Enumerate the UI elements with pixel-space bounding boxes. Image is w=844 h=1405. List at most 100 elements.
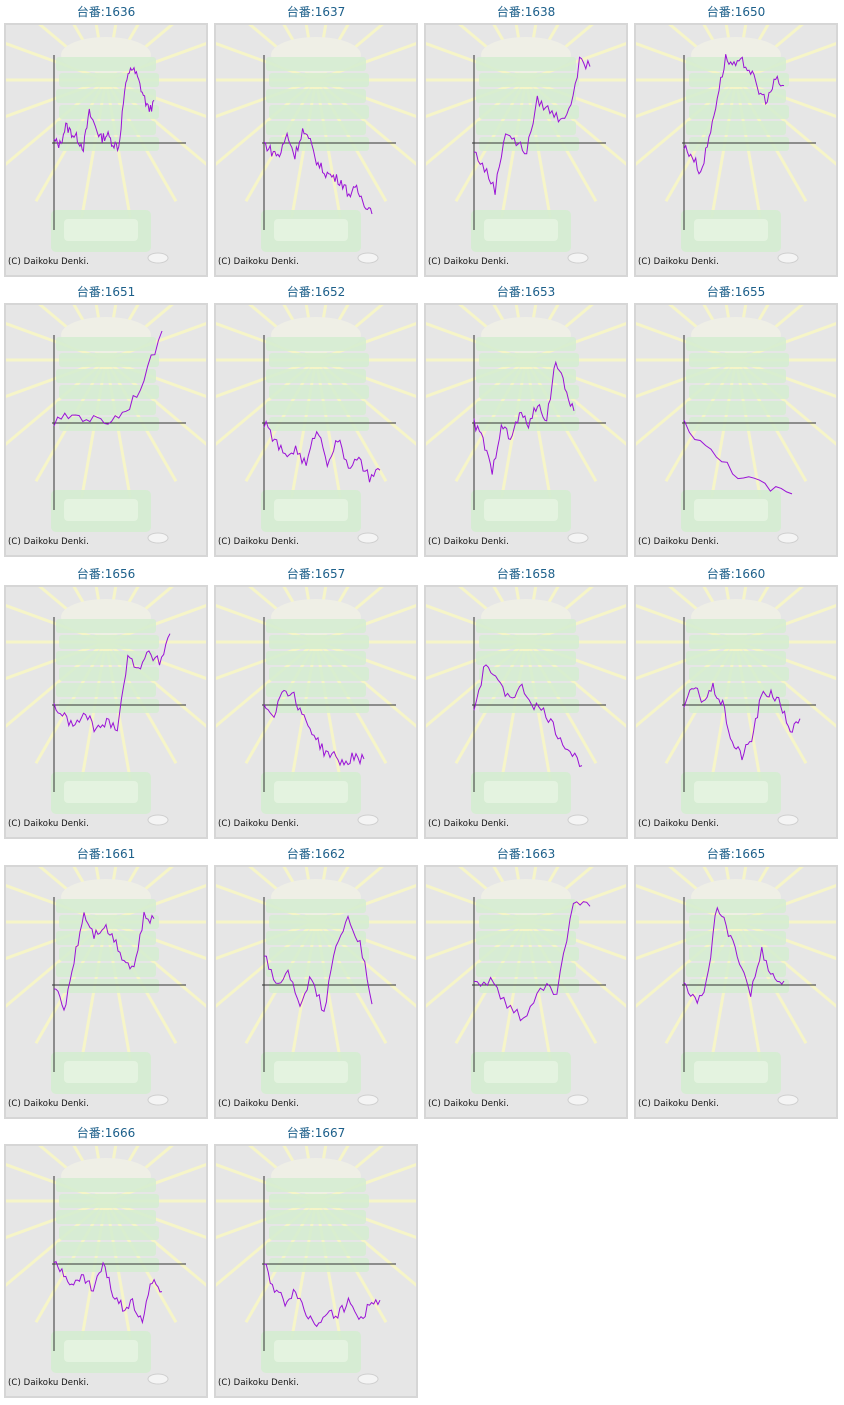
copyright-text: (C) Daikoku Denki. — [218, 1378, 299, 1388]
slump-line — [263, 128, 373, 215]
slump-line — [53, 66, 155, 153]
slump-graph-svg — [636, 587, 836, 826]
slump-graph[interactable]: (C) Daikoku Denki. — [4, 585, 208, 839]
slump-graph-svg — [6, 25, 206, 264]
machine-number-link[interactable]: 台番:1661 — [76, 847, 136, 861]
machine-graph-card: 台番:1666 (C) Daikoku Denki. — [4, 1125, 208, 1399]
copyright-text: (C) Daikoku Denki. — [218, 819, 299, 829]
machine-graph-card: 台番:1656 (C) Daikoku Denki. — [4, 566, 208, 840]
machine-number-link[interactable]: 台番:1662 — [286, 847, 346, 861]
slump-graph-svg — [6, 1146, 206, 1385]
copyright-text: (C) Daikoku Denki. — [218, 257, 299, 267]
slump-graph-svg — [6, 305, 206, 544]
slump-line — [263, 1263, 381, 1328]
slump-graph-svg — [6, 587, 206, 826]
machine-graph-card: 台番:1662 (C) Daikoku Denki. — [214, 846, 418, 1120]
machine-number-link[interactable]: 台番:1660 — [706, 567, 766, 581]
slump-graph[interactable]: (C) Daikoku Denki. — [424, 303, 628, 557]
machine-graph-card: 台番:1667 (C) Daikoku Denki. — [214, 1125, 418, 1399]
slump-graph[interactable]: (C) Daikoku Denki. — [214, 1144, 418, 1398]
slump-line — [53, 1260, 163, 1325]
slump-line — [263, 419, 381, 483]
copyright-text: (C) Daikoku Denki. — [8, 819, 89, 829]
slump-graph[interactable]: (C) Daikoku Denki. — [634, 585, 838, 839]
machine-number-link[interactable]: 台番:1636 — [76, 5, 136, 19]
machine-number-link[interactable]: 台番:1651 — [76, 285, 136, 299]
machine-number-link[interactable]: 台番:1658 — [496, 567, 556, 581]
machine-graph-card: 台番:1653 (C) Daikoku Denki. — [424, 284, 628, 558]
machine-number-link[interactable]: 台番:1650 — [706, 5, 766, 19]
machine-graph-card: 台番:1637 (C) Daikoku Denki. — [214, 4, 418, 278]
slump-graph-svg — [426, 305, 626, 544]
machine-number-link[interactable]: 台番:1655 — [706, 285, 766, 299]
copyright-text: (C) Daikoku Denki. — [8, 257, 89, 267]
slump-line — [53, 633, 171, 734]
machine-number-link[interactable]: 台番:1665 — [706, 847, 766, 861]
machine-number-link[interactable]: 台番:1652 — [286, 285, 346, 299]
slump-line — [53, 911, 155, 1012]
machine-graph-card: 台番:1661 (C) Daikoku Denki. — [4, 846, 208, 1120]
slump-graph-svg — [216, 305, 416, 544]
machine-graph-card: 台番:1663 (C) Daikoku Denki. — [424, 846, 628, 1120]
machine-number-link[interactable]: 台番:1656 — [76, 567, 136, 581]
slump-graph[interactable]: (C) Daikoku Denki. — [4, 1144, 208, 1398]
machine-number-link[interactable]: 台番:1653 — [496, 285, 556, 299]
slump-line — [473, 56, 591, 195]
slump-line — [263, 689, 365, 767]
copyright-text: (C) Daikoku Denki. — [8, 537, 89, 547]
slump-line — [683, 906, 785, 1005]
copyright-text: (C) Daikoku Denki. — [428, 537, 509, 547]
slump-graph[interactable]: (C) Daikoku Denki. — [424, 865, 628, 1119]
copyright-text: (C) Daikoku Denki. — [638, 537, 719, 547]
machine-number-link[interactable]: 台番:1667 — [286, 1126, 346, 1140]
machine-graph-card: 台番:1638 (C) Daikoku Denki. — [424, 4, 628, 278]
slump-graph[interactable]: (C) Daikoku Denki. — [424, 585, 628, 839]
machine-graph-card: 台番:1665 (C) Daikoku Denki. — [634, 846, 838, 1120]
machine-number-link[interactable]: 台番:1657 — [286, 567, 346, 581]
slump-graph-svg — [216, 25, 416, 264]
copyright-text: (C) Daikoku Denki. — [638, 819, 719, 829]
machine-graph-card: 台番:1650 (C) Daikoku Denki. — [634, 4, 838, 278]
slump-graph[interactable]: (C) Daikoku Denki. — [4, 865, 208, 1119]
machine-graph-card: 台番:1657 (C) Daikoku Denki. — [214, 566, 418, 840]
slump-line — [473, 901, 591, 1022]
machine-number-link[interactable]: 台番:1663 — [496, 847, 556, 861]
copyright-text: (C) Daikoku Denki. — [8, 1378, 89, 1388]
slump-graph-svg — [636, 305, 836, 544]
slump-line — [263, 914, 373, 1013]
slump-line — [683, 682, 801, 761]
slump-graph[interactable]: (C) Daikoku Denki. — [214, 303, 418, 557]
copyright-text: (C) Daikoku Denki. — [218, 1099, 299, 1109]
slump-graph-svg — [426, 867, 626, 1106]
copyright-text: (C) Daikoku Denki. — [428, 257, 509, 267]
slump-graph[interactable]: (C) Daikoku Denki. — [634, 23, 838, 277]
copyright-text: (C) Daikoku Denki. — [638, 1099, 719, 1109]
slump-graph[interactable]: (C) Daikoku Denki. — [214, 585, 418, 839]
machine-graph-card: 台番:1636 (C) Daikoku Denki. — [4, 4, 208, 278]
slump-graph-svg — [426, 587, 626, 826]
slump-graph[interactable]: (C) Daikoku Denki. — [214, 23, 418, 277]
slump-graph[interactable]: (C) Daikoku Denki. — [4, 303, 208, 557]
copyright-text: (C) Daikoku Denki. — [218, 537, 299, 547]
slump-line — [683, 54, 785, 175]
copyright-text: (C) Daikoku Denki. — [8, 1099, 89, 1109]
slump-graph[interactable]: (C) Daikoku Denki. — [634, 303, 838, 557]
machine-graph-card: 台番:1651 (C) Daikoku Denki. — [4, 284, 208, 558]
slump-line — [473, 664, 583, 768]
slump-graph-svg — [216, 587, 416, 826]
machine-graph-card: 台番:1655 (C) Daikoku Denki. — [634, 284, 838, 558]
machine-number-link[interactable]: 台番:1638 — [496, 5, 556, 19]
slump-graph[interactable]: (C) Daikoku Denki. — [4, 23, 208, 277]
slump-graph[interactable]: (C) Daikoku Denki. — [634, 865, 838, 1119]
slump-line — [473, 360, 575, 475]
machine-number-link[interactable]: 台番:1666 — [76, 1126, 136, 1140]
copyright-text: (C) Daikoku Denki. — [638, 257, 719, 267]
slump-graph[interactable]: (C) Daikoku Denki. — [424, 23, 628, 277]
slump-graph-svg — [636, 25, 836, 264]
machine-number-link[interactable]: 台番:1637 — [286, 5, 346, 19]
slump-graph-svg — [216, 867, 416, 1106]
slump-line — [53, 330, 163, 427]
slump-graph[interactable]: (C) Daikoku Denki. — [214, 865, 418, 1119]
machine-graph-card: 台番:1660 (C) Daikoku Denki. — [634, 566, 838, 840]
